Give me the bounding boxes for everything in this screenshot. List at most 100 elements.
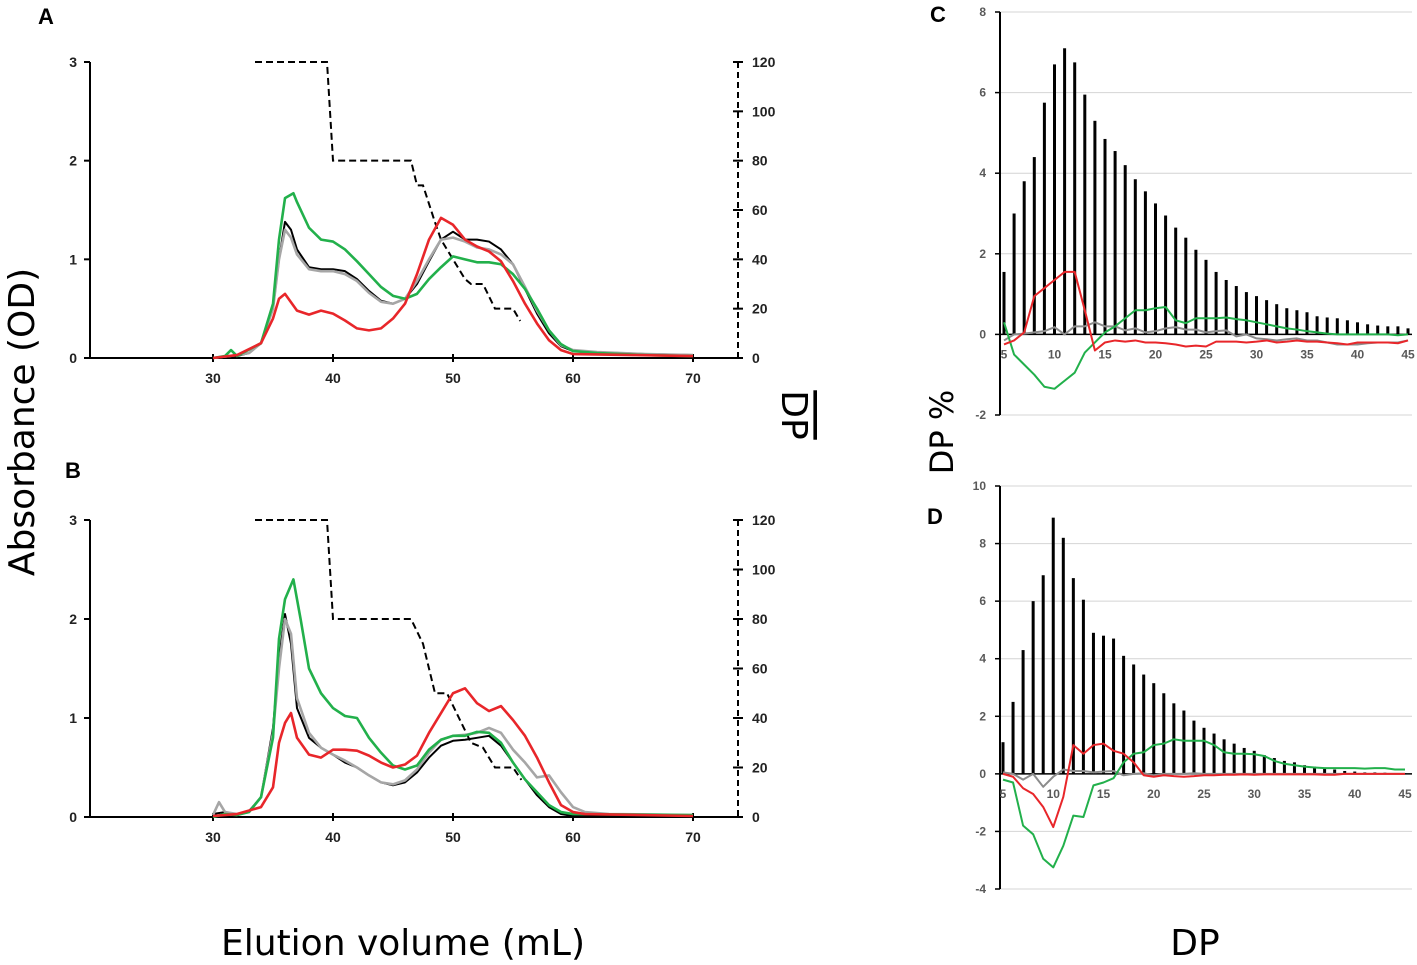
panel-d-series-green	[1002, 738, 1405, 869]
panel-a-y2-tick-label: 0	[752, 350, 760, 366]
panel-b-y-tick-label: 3	[69, 512, 77, 528]
panel-a-y-tick-label: 1	[69, 251, 77, 267]
panel-b-y2-tick-label: 100	[752, 562, 776, 578]
x-axis-label-dp: DP	[1170, 923, 1219, 964]
panel-b-y2-tick-label: 20	[752, 760, 768, 776]
panel-c-x-tick-label: 30	[1250, 347, 1264, 361]
panel-c-y-tick-label: 8	[979, 5, 986, 19]
panel-c-bar	[1295, 310, 1299, 335]
panel-c-bar	[1255, 296, 1258, 335]
panel-c-bar	[1396, 326, 1400, 335]
panel-c-x-tick-label: 35	[1300, 347, 1314, 361]
panel-c-bar	[1022, 181, 1026, 335]
y-axis-label-absorbance: Absorbance (OD)	[2, 268, 43, 576]
panel-d-bar	[1303, 765, 1306, 774]
panel-d-y-tick-label: 2	[979, 709, 986, 723]
panel-d-bar	[1232, 743, 1236, 774]
panel-c-x-tick-label: 25	[1199, 347, 1213, 361]
panel-b-y2-tick-label: 0	[752, 809, 760, 825]
panel-d-bar	[1011, 701, 1015, 774]
panel-c-bar	[1335, 318, 1339, 335]
panel-b-y-tick-label: 0	[69, 809, 77, 825]
panel-c-bar	[1174, 227, 1178, 335]
panel-a-y-tick-label: 0	[69, 350, 77, 366]
panel-c-x-tick-label: 10	[1048, 347, 1062, 361]
panel-c-bar	[1083, 94, 1087, 335]
panel-c-bar	[1265, 300, 1269, 335]
panel-c-bar	[1315, 316, 1319, 335]
panel-c-bar	[1356, 322, 1359, 335]
panel-b-y-tick-label: 2	[69, 611, 77, 627]
panel-a-y2-tick-label: 120	[752, 54, 776, 70]
panel-b-x-tick-label: 50	[445, 829, 461, 845]
panel-c-bar	[1113, 151, 1117, 335]
panel-c-bar	[1386, 326, 1390, 335]
panel-c-bar	[1244, 292, 1248, 335]
panel-b-dp-dashed-line	[255, 519, 523, 781]
panel-d-bar	[1132, 664, 1136, 774]
panel-d-x-tick-label: 15	[1097, 787, 1111, 801]
panel-c-x-tick-label: 45	[1401, 347, 1415, 361]
panel-d-bar	[1122, 655, 1126, 774]
panel-a-x-tick-label: 60	[565, 370, 581, 386]
panel-a-x-tick-label: 70	[685, 370, 701, 386]
panel-a-dp-dashed-line	[255, 61, 522, 322]
panel-d-bar	[1202, 727, 1206, 774]
panel-a-y2-tick-label: 100	[752, 103, 776, 119]
panel-a-y2-tick-label: 80	[752, 153, 768, 169]
panel-c-bar	[1164, 215, 1168, 335]
panel-label-b: B	[65, 458, 81, 483]
panel-a-series-red	[212, 216, 694, 360]
panel-d-bar	[1061, 537, 1065, 774]
panel-c-bar	[1093, 120, 1097, 335]
panel-c-bar	[1123, 165, 1127, 335]
panel-c-bar	[1053, 64, 1056, 335]
panel-c-bar	[1234, 286, 1238, 335]
panel-d-bar	[1162, 693, 1166, 774]
y-axis-label-dp: DP	[773, 390, 814, 439]
panel-a-y2-tick-label: 20	[752, 301, 768, 317]
panel-a-series-black	[212, 220, 694, 359]
panel-d-x-tick-label: 30	[1248, 787, 1262, 801]
panel-c-y-tick-label: -2	[975, 408, 986, 422]
panel-c-y-tick-label: 2	[979, 247, 986, 261]
panel-b-x-tick-label: 60	[565, 829, 581, 845]
panel-b-y2-tick-label: 60	[752, 661, 768, 677]
panel-d-x-tick-label: 5	[1000, 787, 1007, 801]
panel-d-bar	[1192, 720, 1196, 774]
panel-b-series-green	[212, 578, 694, 819]
panel-b-series-gray	[211, 617, 694, 817]
panel-b-y-tick-label: 1	[69, 710, 77, 726]
panel-c-x-tick-label: 15	[1098, 347, 1112, 361]
panel-c-bar	[1406, 328, 1410, 335]
y-axis-label-dp-percent: DP %	[923, 390, 961, 475]
panel-d-bar	[1282, 760, 1286, 774]
panel-d-bar	[1182, 710, 1186, 774]
panel-d-series-red	[1002, 742, 1405, 829]
panel-d-x-tick-label: 10	[1047, 787, 1061, 801]
panel-d-bar	[1212, 733, 1216, 774]
panel-a-x-tick-label: 50	[445, 370, 461, 386]
panel-d-bar	[1081, 599, 1085, 774]
panel-c-y-tick-label: 6	[979, 86, 986, 100]
panel-a-y-tick-label: 2	[69, 153, 77, 169]
panel-d-bar	[1041, 575, 1045, 774]
panel-c-x-tick-label: 40	[1351, 347, 1365, 361]
panel-d-bar	[1313, 766, 1317, 774]
panel-a-y2-tick-label: 40	[752, 251, 768, 267]
panel-d-bar	[1102, 635, 1105, 774]
panel-d-bar	[1001, 742, 1005, 774]
x-axis-label-elution: Elution volume (mL)	[221, 923, 585, 964]
panel-d-bar	[1051, 517, 1055, 774]
panel-d-bar	[1071, 578, 1075, 774]
panel-c-bar	[1133, 179, 1137, 335]
panel-d-bar	[1242, 747, 1246, 774]
panel-b-y2-tick-label: 120	[752, 512, 776, 528]
panel-d-y-tick-label: -4	[975, 882, 986, 896]
panel-label-a: A	[38, 4, 54, 29]
panel-d-bar	[1333, 769, 1337, 774]
panel-d-bar	[1292, 762, 1296, 774]
panel-b-x-tick-label: 70	[685, 829, 701, 845]
panel-c-x-tick-label: 20	[1149, 347, 1163, 361]
